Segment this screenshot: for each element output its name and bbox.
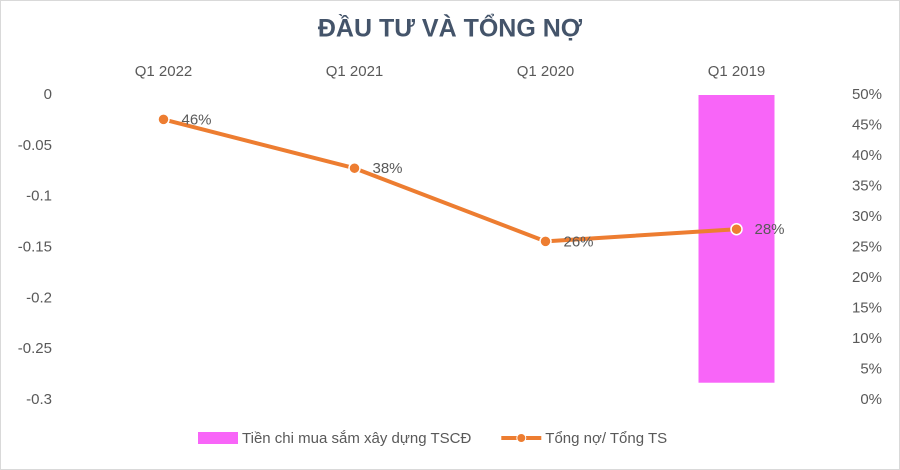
y2-tick-label: 25%: [852, 238, 882, 255]
data-label: 46%: [182, 111, 212, 128]
line-marker: [348, 161, 361, 175]
y2-tick-label: 0%: [860, 391, 882, 408]
y2-tick-label: 15%: [852, 299, 882, 316]
legend-label: Tổng nợ/ Tổng TS: [545, 430, 667, 447]
y2-tick-label: 20%: [852, 269, 882, 286]
x-tick-label: Q1 2021: [326, 63, 384, 80]
line-marker: [730, 222, 743, 236]
y-tick-label: -0.15: [18, 238, 52, 255]
y-tick-label: -0.05: [18, 137, 52, 154]
y2-tick-label: 10%: [852, 330, 882, 347]
x-tick-label: Q1 2019: [708, 63, 766, 80]
y-tick-label: -0.2: [26, 289, 52, 306]
y-tick-label: -0.3: [26, 391, 52, 408]
legend-swatch: [516, 433, 527, 443]
y2-tick-label: 35%: [852, 177, 882, 194]
y2-tick-label: 5%: [860, 360, 882, 377]
y-tick-label: -0.25: [18, 340, 52, 357]
y2-tick-label: 45%: [852, 116, 882, 133]
y-tick-label: -0.1: [26, 188, 52, 205]
data-label: 38%: [373, 160, 403, 177]
chart-title: ĐẦU TƯ VÀ TỔNG NỢ: [318, 13, 583, 43]
line: [163, 117, 737, 244]
data-label: 28%: [755, 221, 785, 238]
y2-tick-label: 30%: [852, 208, 882, 225]
x-tick-label: Q1 2022: [135, 63, 193, 80]
data-label: 26%: [564, 233, 594, 250]
x-tick-label: Q1 2020: [517, 63, 575, 80]
bar: [698, 95, 775, 383]
line-marker: [157, 113, 170, 126]
y-tick-label: 0: [44, 86, 52, 103]
legend-swatch: [198, 432, 238, 444]
line-marker: [539, 235, 552, 248]
y2-tick-label: 50%: [852, 86, 882, 103]
legend-label: Tiền chi mua sắm xây dựng TSCĐ: [242, 430, 471, 447]
y2-tick-label: 40%: [852, 147, 882, 164]
